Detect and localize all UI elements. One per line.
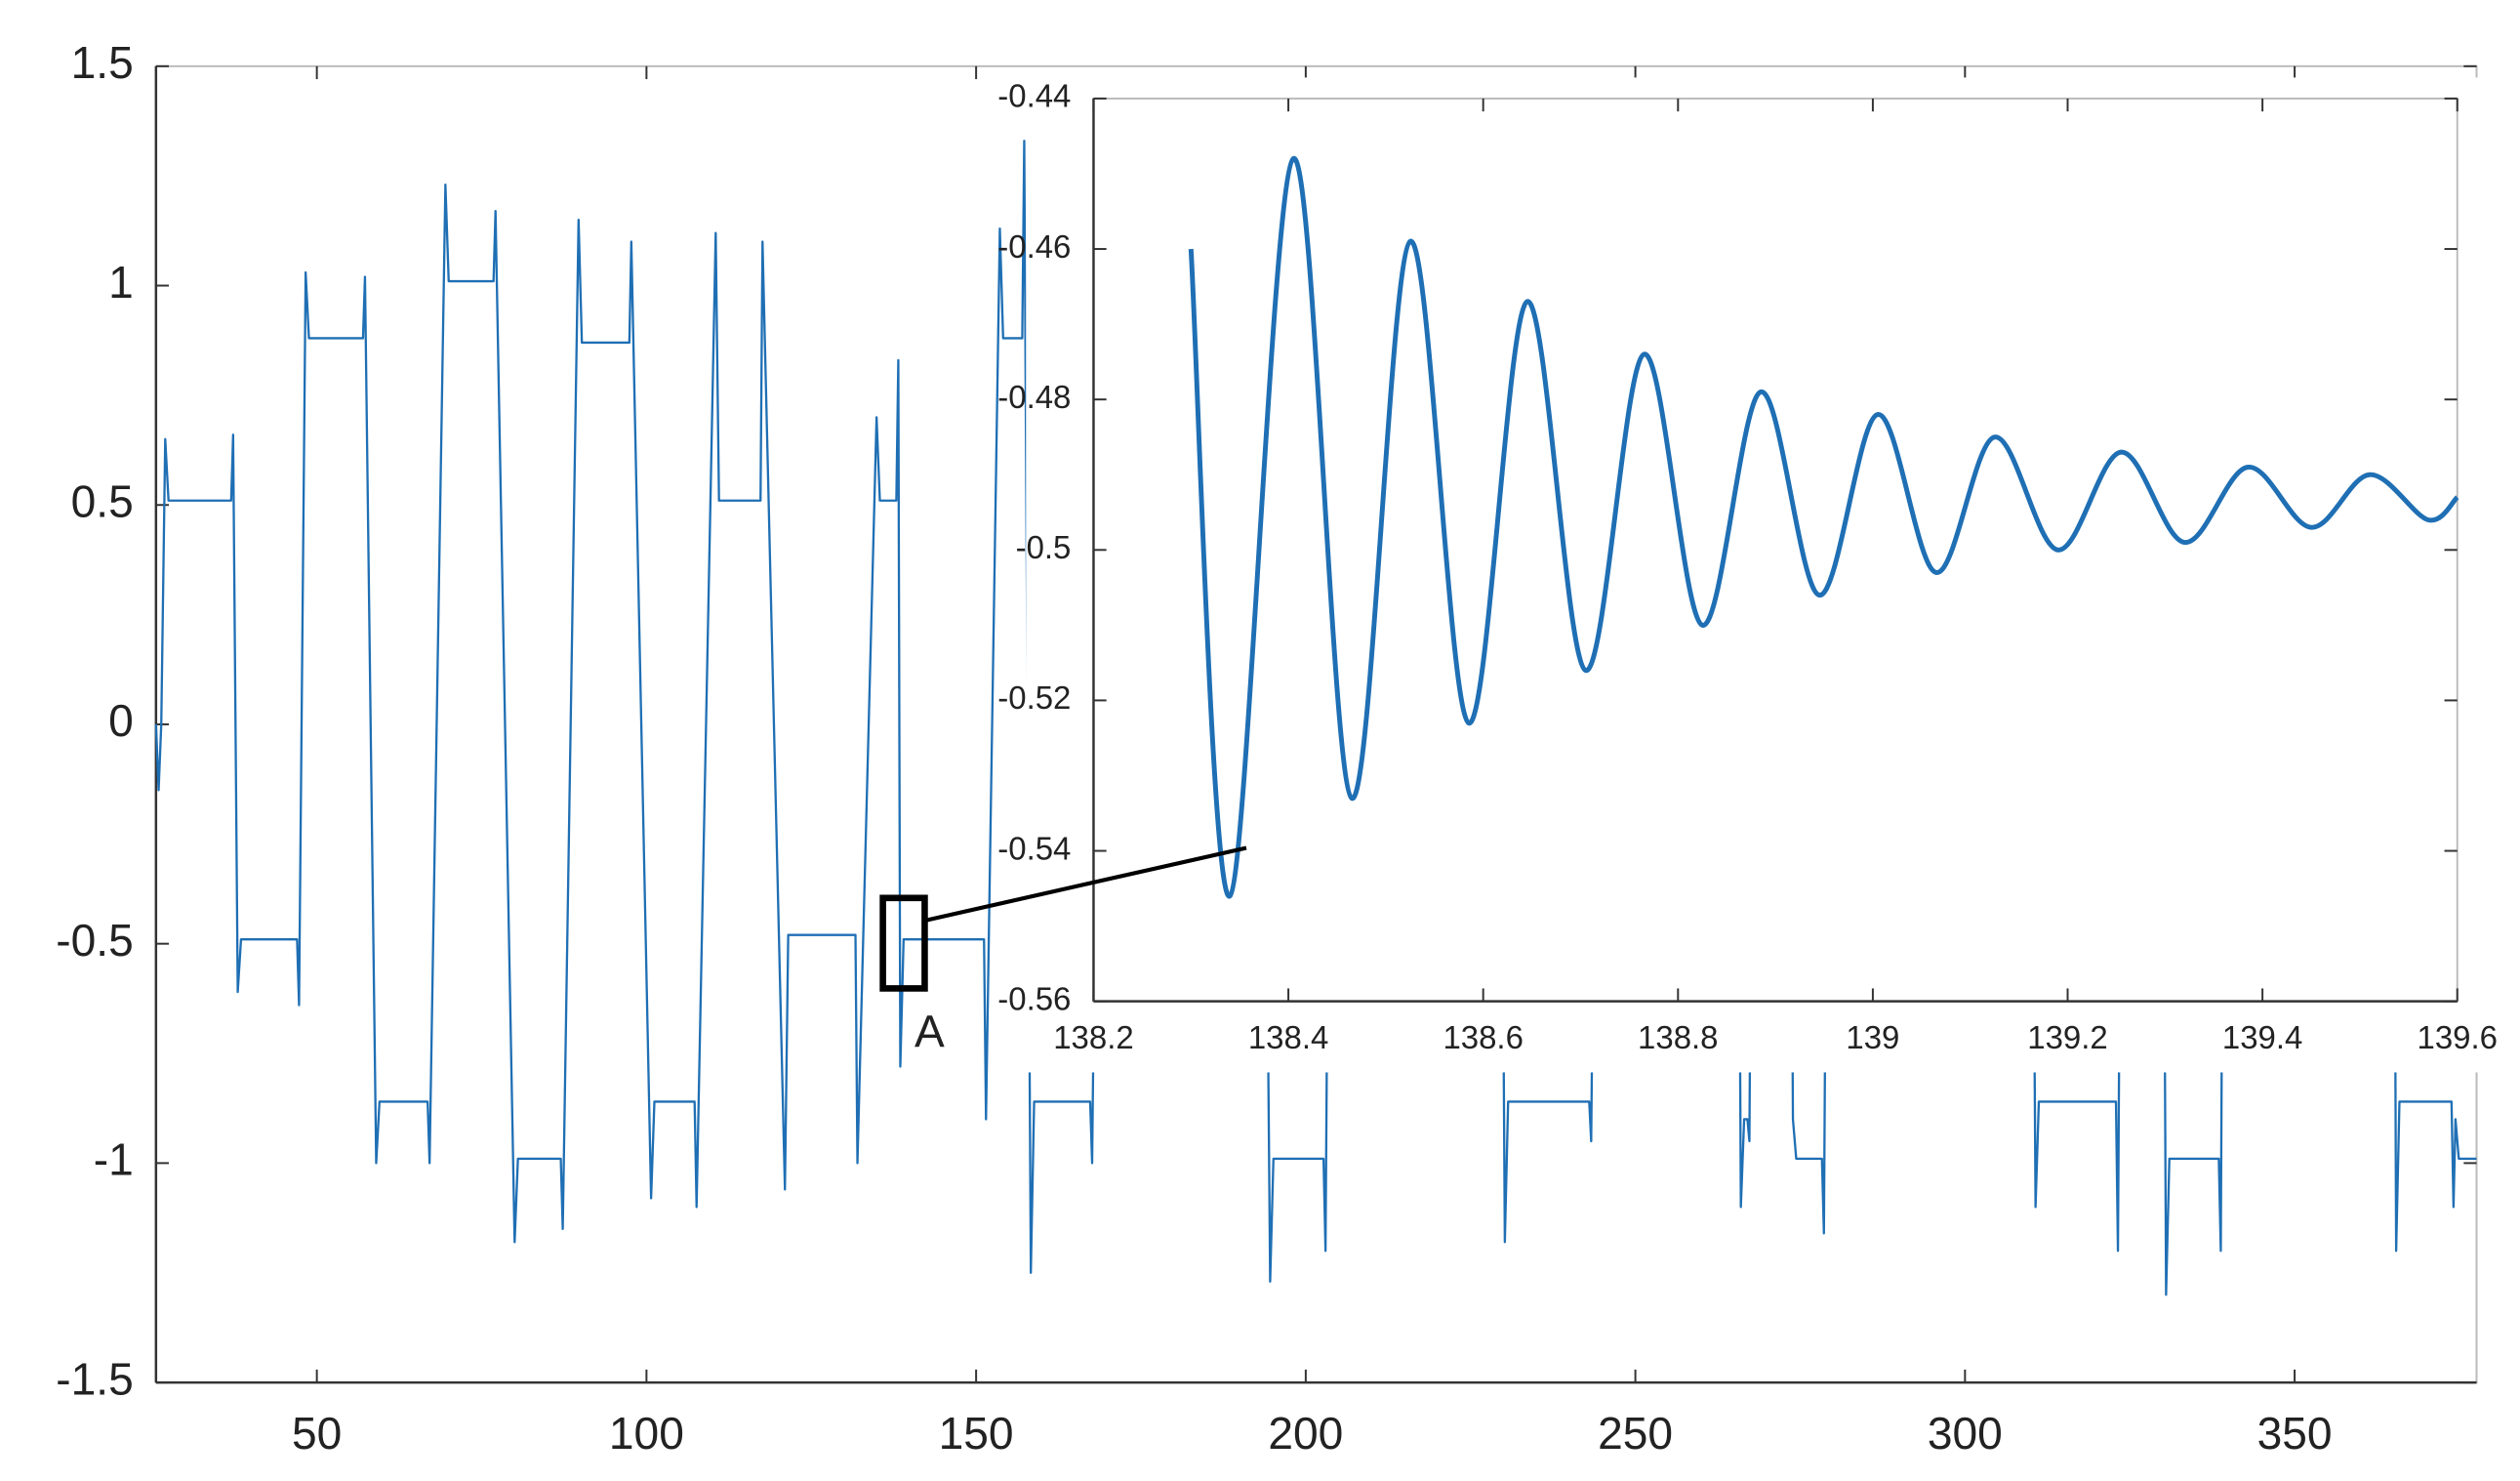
x-tick-label: 139	[1846, 1019, 1899, 1055]
x-tick-label: 150	[939, 1408, 1014, 1459]
x-tick-label: 138.2	[1053, 1019, 1133, 1055]
y-tick-label: -0.48	[997, 379, 1071, 415]
y-tick-label: -1.5	[56, 1353, 133, 1404]
x-tick-label: 300	[1928, 1408, 2003, 1459]
zoom-box	[879, 894, 928, 992]
x-tick-label: 139.2	[2027, 1019, 2107, 1055]
zoom-connector	[923, 845, 1247, 923]
y-tick-label: -0.56	[997, 980, 1071, 1016]
x-tick-label: 138.6	[1443, 1019, 1523, 1055]
y-tick-label: 1	[108, 257, 134, 308]
y-tick-label: 0.5	[71, 475, 134, 526]
x-tick-label: 200	[1268, 1408, 1343, 1459]
x-tick-label: 350	[2257, 1408, 2333, 1459]
y-tick-label: -1	[94, 1134, 134, 1185]
x-tick-label: 138.8	[1638, 1019, 1718, 1055]
y-tick-label: -0.5	[1016, 529, 1072, 565]
y-tick-label: -0.52	[997, 679, 1071, 716]
y-tick-label: -0.5	[56, 915, 133, 966]
x-tick-label: 50	[292, 1408, 342, 1459]
y-tick-label: -0.46	[997, 228, 1071, 265]
inset-background	[1026, 77, 2485, 1073]
x-tick-label: 139.6	[2418, 1019, 2498, 1055]
y-tick-label: 1.5	[71, 37, 134, 88]
signal-line	[1188, 156, 2459, 899]
y-tick-label: 0	[108, 695, 134, 746]
y-tick-label: -0.54	[997, 830, 1071, 866]
x-tick-label: 250	[1598, 1408, 1673, 1459]
y-tick-label: -0.44	[997, 78, 1071, 114]
x-tick-label: 100	[609, 1408, 684, 1459]
x-tick-label: 139.4	[2222, 1019, 2302, 1055]
x-tick-label: 138.4	[1248, 1019, 1328, 1055]
zoom-label: A	[915, 1007, 945, 1057]
